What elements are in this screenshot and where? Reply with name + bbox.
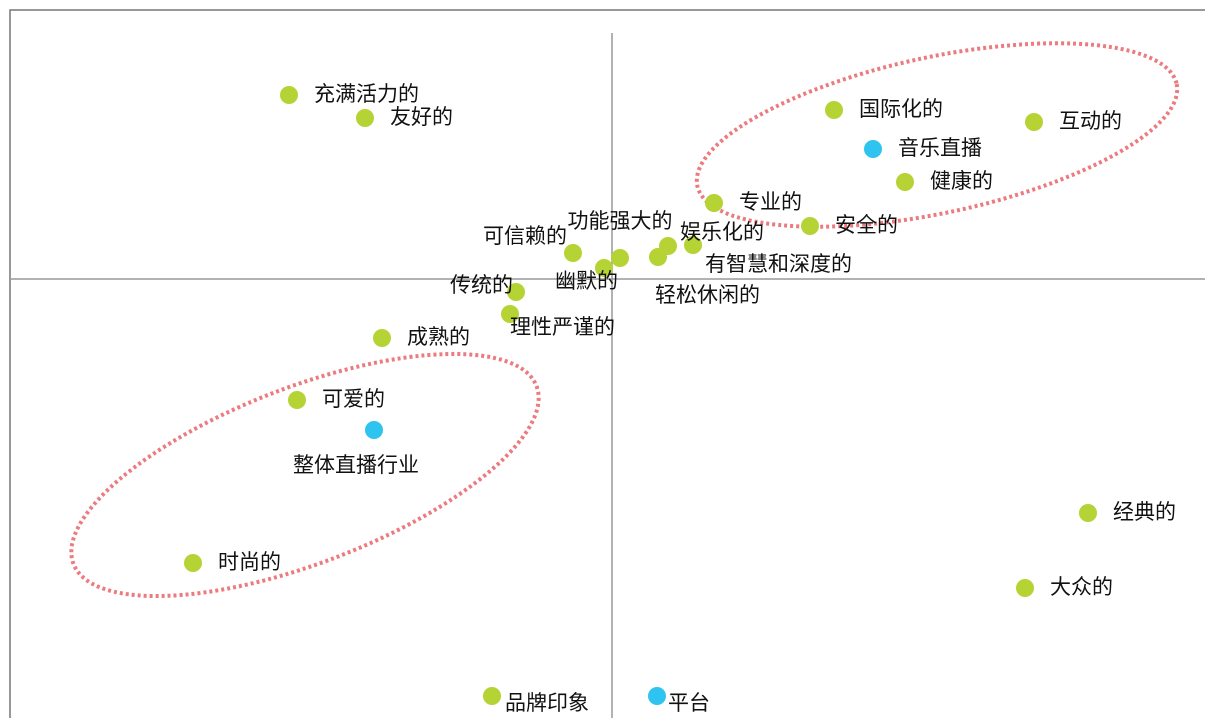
point-label: 平台 [668,691,710,715]
plot-frame [9,9,1205,718]
cluster-ellipse [694,41,1180,229]
point-label: 专业的 [739,190,802,214]
point-label: 互动的 [1059,109,1122,133]
point [896,173,914,191]
point-label: 时尚的 [218,550,281,574]
point-label: 理性严谨的 [510,315,615,339]
point [365,421,383,439]
point-label: 品牌印象 [505,691,589,715]
point [288,391,306,409]
point-label: 有智慧和深度的 [705,252,852,276]
point [356,109,374,127]
point [483,687,501,705]
point [1016,579,1034,597]
point [801,217,819,235]
point [825,101,843,119]
point-label: 娱乐化的 [680,220,764,244]
point [1025,113,1043,131]
point-label: 幽默的 [555,269,618,293]
point-label: 安全的 [835,213,898,237]
point [501,305,519,323]
point-label: 经典的 [1113,500,1176,524]
point-label: 可信赖的 [483,224,567,248]
point [648,687,666,705]
point [705,194,723,212]
point [684,236,702,254]
point [611,249,629,267]
point [184,554,202,572]
point [507,283,525,301]
point [649,248,667,266]
point [564,244,582,262]
point [595,259,613,277]
point-label: 可爱的 [322,387,385,411]
point [1079,504,1097,522]
point-label: 健康的 [930,169,993,193]
point-label: 功能强大的 [568,209,673,233]
point-label: 友好的 [390,105,453,129]
point-label: 国际化的 [859,97,943,121]
cluster-ellipse [69,351,541,599]
point [864,140,882,158]
point-label: 轻松休闲的 [655,283,760,307]
point-label: 大众的 [1050,575,1113,599]
point-label: 充满活力的 [314,82,419,106]
point-label: 成熟的 [407,325,470,349]
point [280,86,298,104]
point-label: 传统的 [450,273,513,297]
point-label: 音乐直播 [898,136,982,160]
point-label: 整体直播行业 [293,453,419,477]
point [373,329,391,347]
